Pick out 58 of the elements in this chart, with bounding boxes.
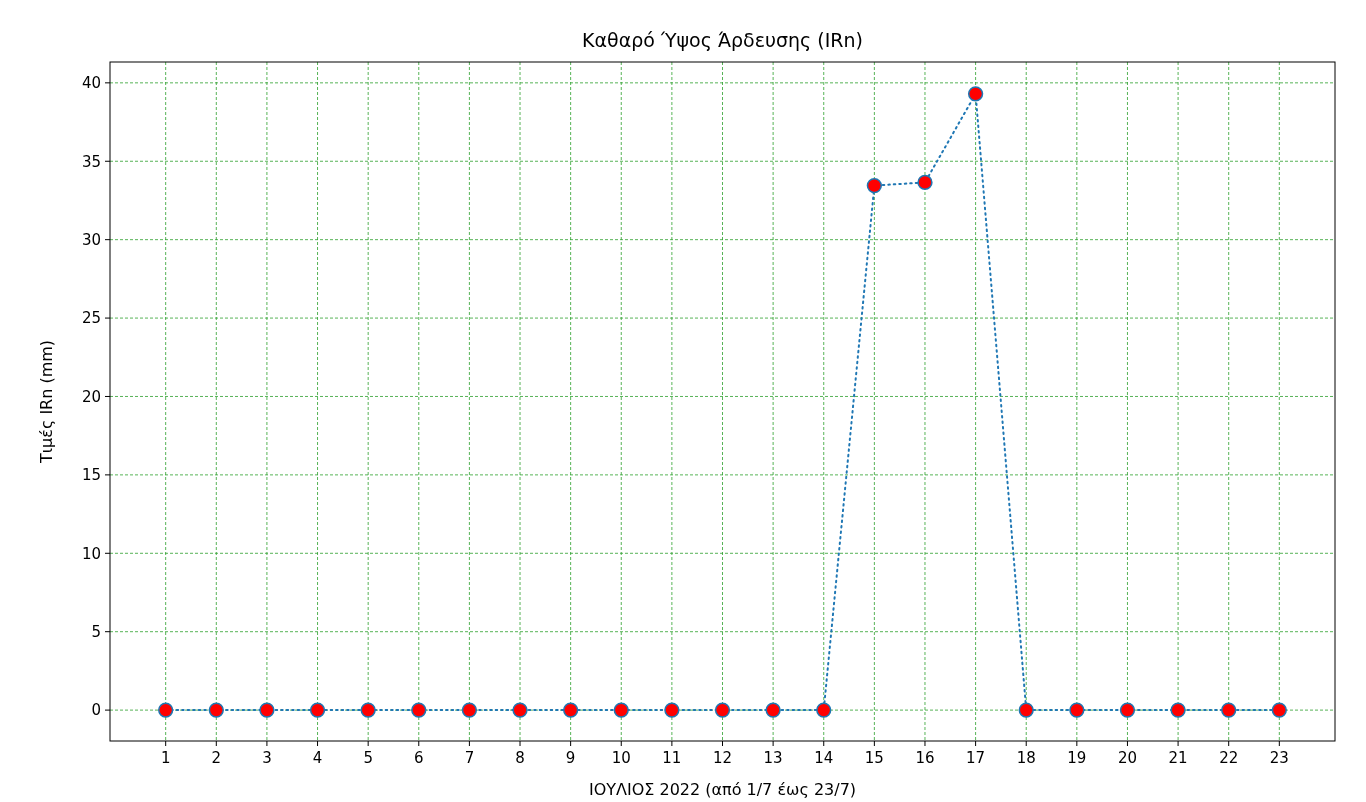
x-tick-label: 13 [763, 749, 783, 767]
y-tick-label: 40 [81, 74, 101, 93]
point [917, 174, 933, 191]
x-tick-label: 7 [464, 749, 475, 767]
point [714, 702, 731, 718]
point [613, 702, 629, 718]
x-tick-label: 23 [1269, 749, 1289, 767]
point [765, 702, 781, 718]
point [1069, 702, 1085, 718]
point [816, 702, 832, 718]
x-tick-label: 15 [864, 749, 884, 767]
x-tick-label: 16 [915, 749, 935, 767]
point [360, 702, 376, 718]
y-tick-label: 10 [81, 544, 101, 563]
x-tick-label: 3 [262, 749, 272, 767]
point [1018, 702, 1034, 718]
point [1170, 702, 1186, 718]
x-tick-label: 11 [662, 749, 682, 767]
point [664, 702, 680, 718]
y-tick-label: 25 [81, 309, 101, 328]
point [158, 702, 174, 718]
x-tick-label: 21 [1168, 749, 1188, 767]
x-tick-label: 9 [565, 749, 576, 767]
point [1221, 702, 1237, 718]
point [562, 702, 579, 718]
point [512, 702, 528, 718]
y-axis-title: Τιμές IRn (mm) [37, 339, 56, 465]
x-tick-label: 5 [363, 749, 373, 767]
y-tick-label: 0 [91, 701, 101, 720]
y-tick-label: 5 [91, 622, 101, 641]
x-tick-label: 20 [1117, 749, 1138, 767]
x-tick-label: 2 [211, 749, 222, 767]
chart-title: Καθαρό Ύψος Άρδευσης (IRn) [582, 29, 863, 51]
point [208, 702, 224, 718]
point [866, 177, 883, 194]
x-tick-label: 8 [515, 749, 525, 767]
x-tick-label: 1 [160, 749, 171, 767]
x-axis-title: ΙΟΥΛΙΟΣ 2022 (από 1/7 έως 23/7) [588, 780, 857, 799]
point [1119, 702, 1136, 718]
y-tick-label: 20 [81, 387, 101, 406]
x-tick-label: 14 [814, 749, 834, 767]
point [309, 702, 326, 718]
x-tick-label: 19 [1067, 749, 1087, 767]
y-tick-label: 15 [81, 466, 101, 485]
point [411, 702, 427, 718]
y-tick-label: 35 [81, 152, 101, 171]
x-tick-label: 22 [1219, 749, 1239, 767]
x-tick-label: 12 [712, 749, 733, 767]
point [461, 702, 478, 718]
x-tick-label: 10 [611, 749, 631, 767]
point [967, 86, 984, 102]
x-tick-label: 6 [414, 749, 424, 767]
point [259, 702, 275, 718]
x-tick-label: 17 [966, 749, 986, 767]
y-tick-label: 30 [81, 230, 101, 249]
x-tick-label: 4 [312, 749, 323, 767]
point [1271, 702, 1287, 718]
x-tick-label: 18 [1016, 749, 1036, 767]
